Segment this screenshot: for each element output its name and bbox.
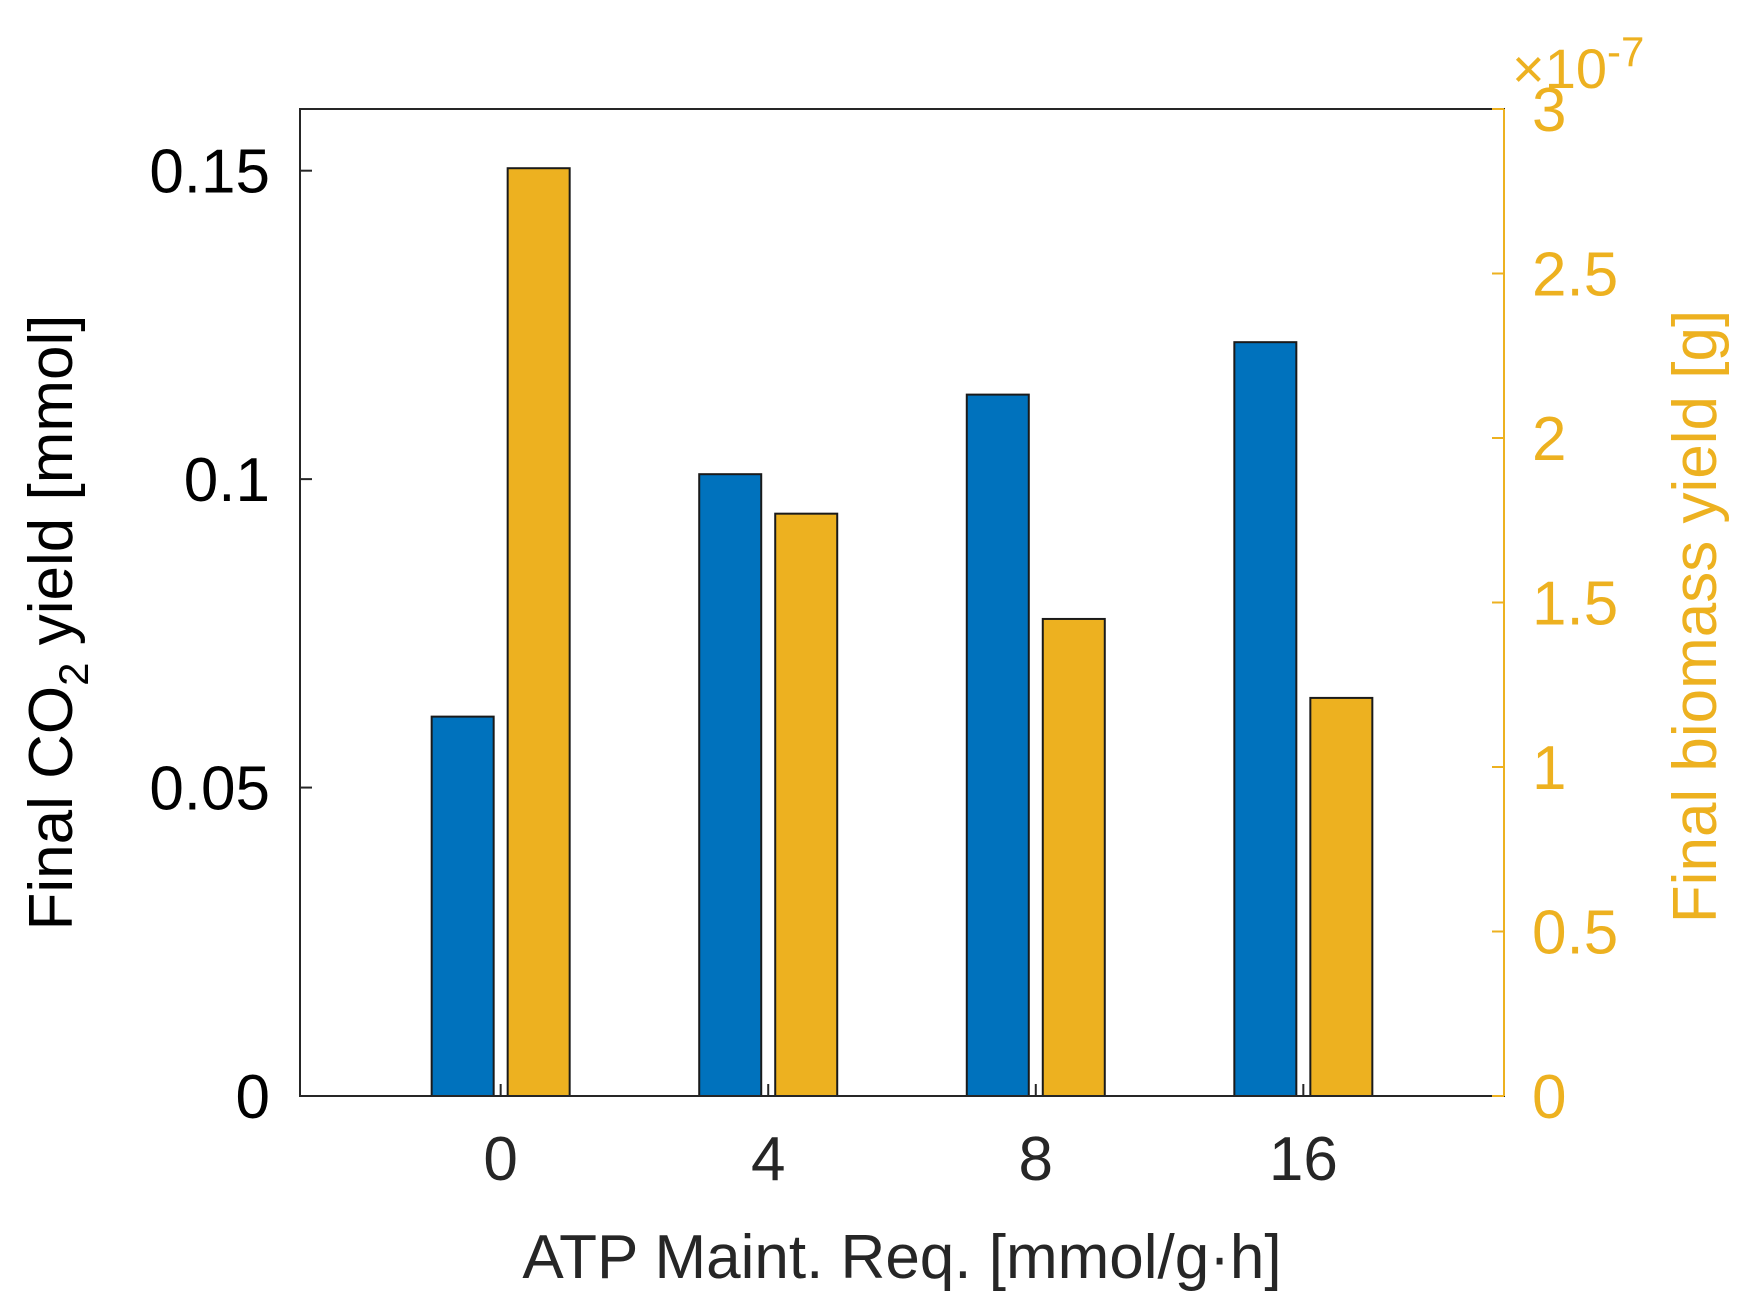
x-tick-label: 16 [1269, 1125, 1338, 1194]
bar-right-16 [1309, 696, 1374, 1097]
bar-right-4 [774, 512, 839, 1097]
left-y-label-suffix: yield [mmol] [17, 315, 86, 663]
right-y-tick-label: 0.5 [1532, 899, 1618, 968]
x-tick-label: 4 [751, 1125, 785, 1194]
bars-group [430, 167, 1374, 1098]
x-tick-label: 0 [483, 1125, 517, 1194]
exponent-base: ×10 [1512, 37, 1607, 100]
ticks-group: 0 4 8 16 0 0.05 0.1 0.15 0 0.5 1 1.5 2 2.5 3 [149, 76, 1618, 1194]
bar-left-16 [1233, 341, 1298, 1097]
right-y-axis-label: Final biomass yield [g] [1661, 310, 1730, 923]
left-y-tick-label: 0 [236, 1063, 270, 1132]
left-y-tick-label: 0.05 [149, 755, 270, 824]
exponent-power: -7 [1607, 28, 1644, 75]
bar-right-8 [1041, 617, 1106, 1097]
left-y-label-prefix: Final CO [17, 686, 86, 931]
left-y-tick-label: 0.15 [149, 138, 270, 207]
x-tick-label: 8 [1019, 1125, 1053, 1194]
bar-left-0 [430, 715, 495, 1097]
right-y-tick-label: 1 [1532, 734, 1566, 803]
bar-left-4 [698, 473, 763, 1097]
left-y-label-subscript: 2 [50, 663, 97, 686]
right-y-tick-label: 2 [1532, 405, 1566, 474]
right-axis-exponent: ×10-7 [1512, 28, 1644, 100]
right-y-tick-label: 2.5 [1532, 241, 1618, 310]
bar-right-0 [506, 167, 571, 1098]
left-y-axis-label: Final CO2 yield [mmol] [17, 315, 97, 931]
left-y-tick-label: 0.1 [184, 446, 270, 515]
bar-left-8 [965, 393, 1030, 1098]
right-y-tick-label: 0 [1532, 1063, 1566, 1132]
right-y-tick-label: 3 [1532, 76, 1566, 145]
x-axis-label: ATP Maint. Req. [mmol/g·h] [522, 1223, 1281, 1292]
right-y-tick-label: 1.5 [1532, 570, 1618, 639]
